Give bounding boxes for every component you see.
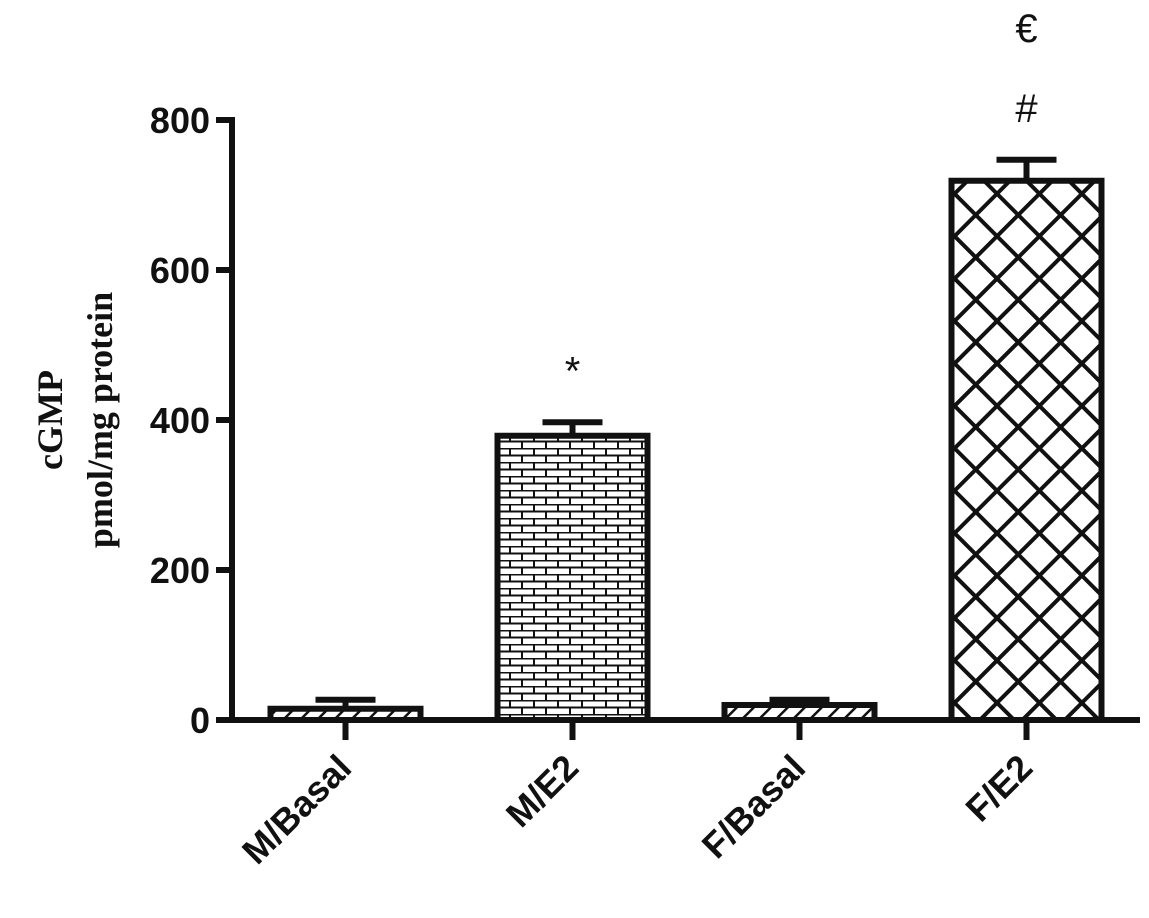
bar [267, 705, 424, 723]
annotation: * [565, 349, 581, 393]
annotation: € [1015, 7, 1037, 51]
y-tick-label: 200 [150, 550, 210, 591]
y-label-line: pmol/mg protein [80, 292, 120, 548]
x-tick-label: M/E2 [498, 747, 586, 835]
y-tick-label: 0 [190, 700, 210, 741]
x-tick-label: F/Basal [694, 747, 814, 867]
y-tick-label: 800 [150, 100, 210, 141]
y-tick-label: 400 [150, 400, 210, 441]
y-axis-label: cGMP pmol/mg protein [30, 292, 120, 548]
bar [494, 432, 651, 723]
bar [948, 177, 1105, 723]
y-label-line: cGMP [30, 370, 70, 470]
annotation: # [1015, 87, 1038, 131]
bar [721, 702, 878, 723]
y-tick-label: 600 [150, 250, 210, 291]
x-tick-label: M/Basal [234, 747, 359, 872]
x-tick-label: F/E2 [957, 747, 1040, 830]
